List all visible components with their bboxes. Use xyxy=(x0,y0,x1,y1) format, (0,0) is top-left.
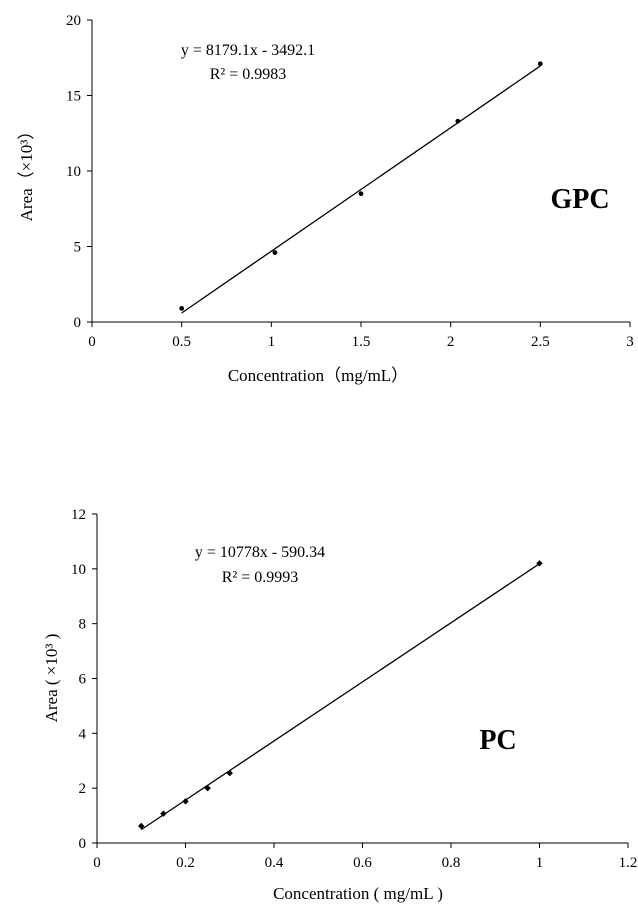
pc-data-point xyxy=(536,560,543,567)
pc-x-tick-label: 0.4 xyxy=(265,855,284,871)
gpc-x-tick-label: 0.5 xyxy=(172,334,191,350)
pc-y-tick-label: 12 xyxy=(71,507,86,523)
pc-data-point xyxy=(182,798,189,805)
gpc-x-tick-label: 2.5 xyxy=(531,334,550,350)
pc-trendline xyxy=(140,563,540,831)
pc-chart: 0 2 4 6 8 10 12 0 0.2 0.4 0.6 0.8 1 1.2 Concentratio… xyxy=(42,507,637,903)
gpc-data-point xyxy=(179,306,185,311)
pc-data-point xyxy=(160,810,167,817)
gpc-r-squared: R² = 0.9983 xyxy=(210,66,287,83)
pc-y-tick-label: 2 xyxy=(79,781,87,797)
gpc-x-ticks: 0 0.5 1 1.5 2 2.5 3 xyxy=(88,322,634,350)
pc-x-tick-label: 1.2 xyxy=(619,855,638,871)
pc-y-axis-title: Area ( ×10³ ) xyxy=(42,634,61,723)
pc-x-tick-label: 0.8 xyxy=(442,855,461,871)
pc-points xyxy=(138,560,543,830)
pc-x-tick-label: 1 xyxy=(536,855,544,871)
pc-y-tick-label: 4 xyxy=(79,726,87,742)
gpc-data-point xyxy=(272,250,278,255)
gpc-y-tick-label: 15 xyxy=(66,89,81,105)
pc-r-squared: R² = 0.9993 xyxy=(222,569,299,586)
pc-data-point xyxy=(204,784,211,792)
pc-data-point xyxy=(226,769,233,777)
gpc-x-tick-label: 1 xyxy=(268,334,276,350)
pc-label: PC xyxy=(479,725,516,756)
gpc-y-tick-label: 5 xyxy=(74,240,82,256)
gpc-label: GPC xyxy=(550,184,609,215)
pc-x-tick-label: 0.2 xyxy=(176,855,195,871)
pc-y-tick-label: 6 xyxy=(79,672,87,688)
gpc-chart: 0 5 10 15 20 0 0.5 1 1.5 2 2.5 3 Concentration（mg/… xyxy=(17,13,634,385)
gpc-trendline xyxy=(181,65,541,314)
pc-x-axis-title: Concentration ( mg/mL ) xyxy=(273,884,443,903)
pc-x-ticks: 0 0.2 0.4 0.6 0.8 1 1.2 xyxy=(93,843,637,871)
gpc-y-tick-label: 20 xyxy=(66,13,81,29)
pc-x-tick-label: 0 xyxy=(93,855,101,871)
pc-y-tick-label: 8 xyxy=(79,617,87,633)
pc-equation: y = 10778x - 590.34 xyxy=(195,544,325,561)
pc-data-point xyxy=(138,822,145,830)
gpc-x-tick-label: 1.5 xyxy=(352,334,371,350)
gpc-y-tick-label: 0 xyxy=(74,315,82,331)
gpc-y-ticks: 0 5 10 15 20 xyxy=(66,13,92,331)
pc-y-tick-label: 0 xyxy=(79,836,87,852)
pc-x-tick-label: 0.6 xyxy=(353,855,372,871)
gpc-x-tick-label: 2 xyxy=(447,334,455,350)
gpc-data-point xyxy=(455,118,461,124)
gpc-x-axis-title: Concentration（mg/mL） xyxy=(228,366,408,385)
gpc-equation: y = 8179.1x - 3492.1 xyxy=(181,42,315,59)
gpc-x-tick-label: 3 xyxy=(626,334,634,350)
gpc-y-axis-title: Area（×10³） xyxy=(17,123,36,222)
gpc-data-point xyxy=(358,191,364,197)
gpc-y-tick-label: 10 xyxy=(66,164,81,180)
pc-y-tick-label: 10 xyxy=(71,562,86,578)
gpc-x-tick-label: 0 xyxy=(88,334,96,350)
gpc-points xyxy=(179,61,543,311)
gpc-data-point xyxy=(537,61,543,67)
pc-y-ticks: 0 2 4 6 8 10 12 xyxy=(71,507,97,852)
